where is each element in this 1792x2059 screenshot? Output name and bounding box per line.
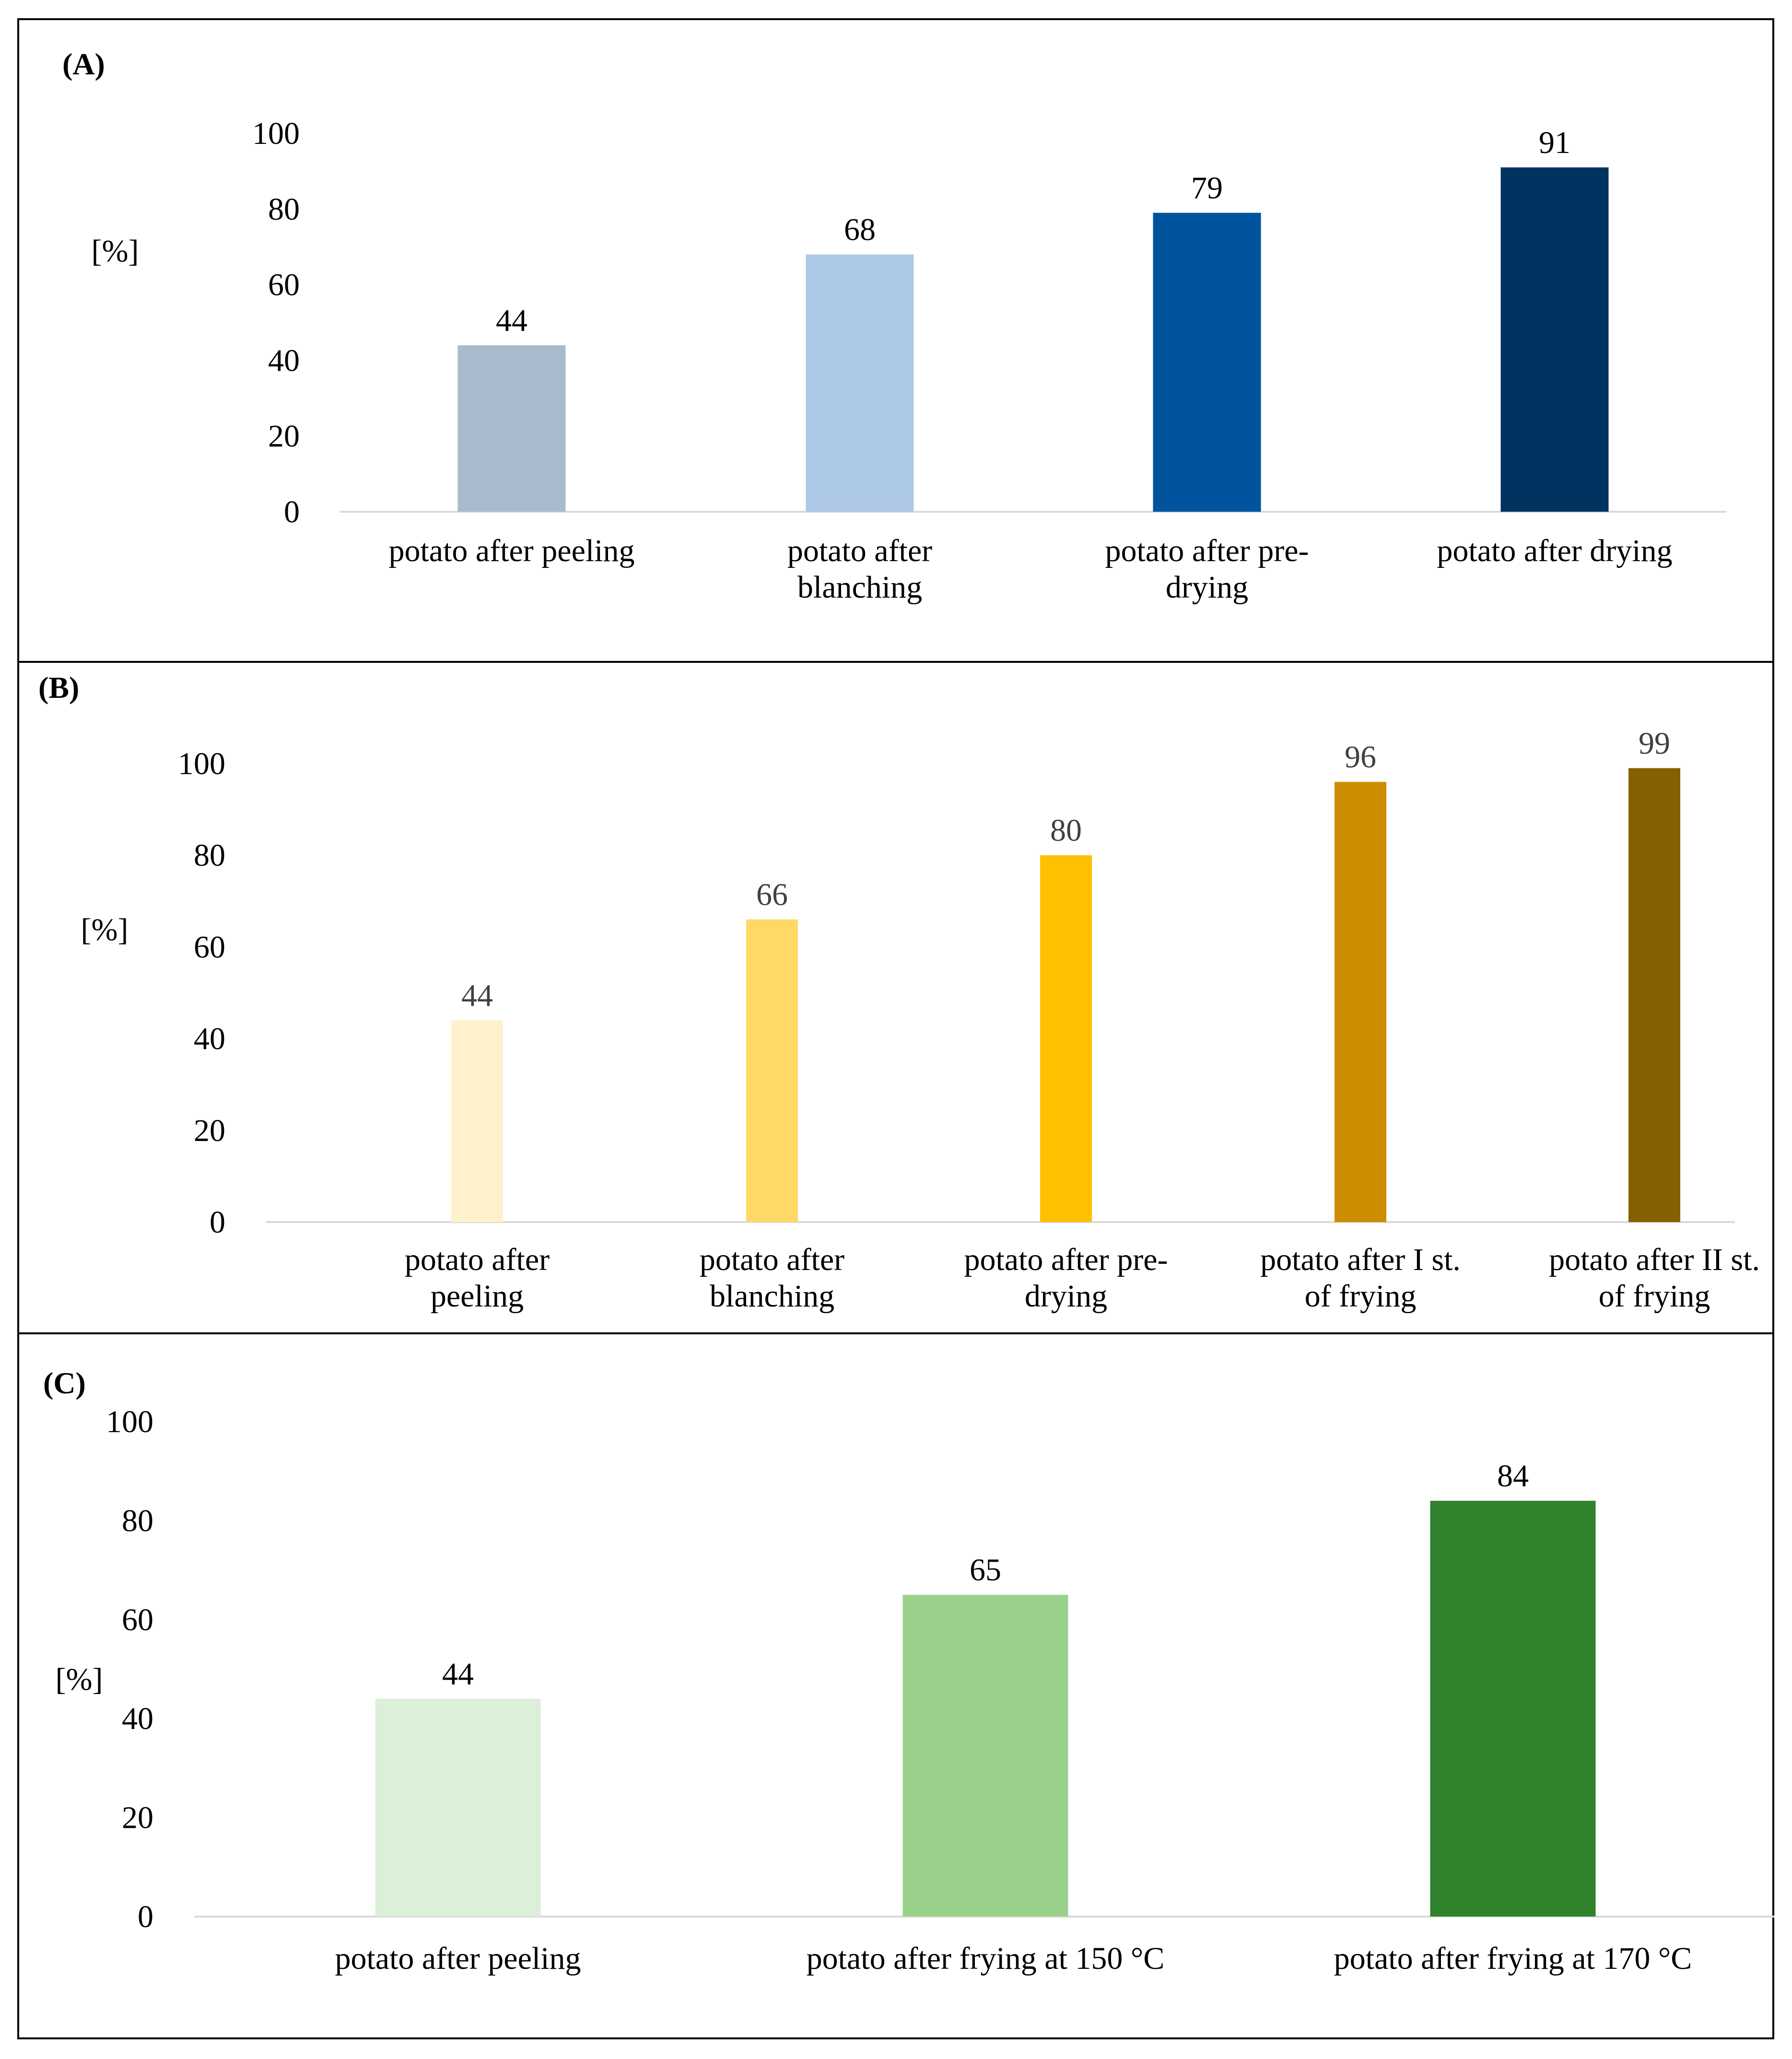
category-label-c: potato after frying at 150 °C [807, 1941, 1165, 1976]
y-tick-label-c: 60 [122, 1602, 153, 1637]
bar-a [806, 254, 914, 512]
y-tick-label-c: 40 [122, 1701, 153, 1736]
y-tick-label-a: 60 [268, 268, 300, 303]
bar-b [746, 919, 798, 1222]
panel-a: (A) [%] 0 20 40 60 80 100 44 potato after peeling… [62, 47, 1726, 605]
panel-label-c: (C) [43, 1366, 86, 1400]
data-label-c: 84 [1497, 1459, 1529, 1494]
category-label-a: potato after pre- [1105, 533, 1309, 568]
category-label-a: potato after drying [1437, 533, 1672, 568]
bar-b [1628, 768, 1680, 1222]
category-label-a: potato after [787, 533, 932, 568]
bar-c [902, 1595, 1068, 1917]
y-tick-label-c: 80 [122, 1503, 153, 1538]
data-label-b: 44 [461, 978, 493, 1013]
data-label-b: 96 [1345, 740, 1376, 775]
data-label-c: 65 [970, 1553, 1001, 1588]
y-tick-label-a: 100 [252, 116, 300, 151]
category-label-b: of frying [1305, 1279, 1417, 1314]
panel-label-a: (A) [62, 47, 105, 81]
data-label-b: 66 [756, 877, 788, 912]
y-tick-label-b: 20 [194, 1113, 225, 1148]
category-label-b: potato after I st. [1260, 1242, 1461, 1277]
category-label-b: drying [1025, 1279, 1107, 1314]
y-axis-label-c: [%] [56, 1662, 103, 1697]
category-label-b: peeling [431, 1279, 524, 1314]
bar-b [1335, 782, 1386, 1222]
category-label-b: potato after [700, 1242, 844, 1277]
y-tick-label-c: 0 [138, 1899, 153, 1934]
y-tick-label-b: 0 [210, 1205, 225, 1240]
y-tick-label-c: 100 [106, 1404, 153, 1439]
bar-a [457, 345, 566, 512]
data-label-a: 68 [844, 212, 876, 247]
category-label-b: blanching [710, 1279, 834, 1314]
category-label-b: of frying [1599, 1279, 1710, 1314]
bar-c [1430, 1501, 1596, 1917]
data-label-a: 91 [1539, 125, 1570, 160]
y-tick-label-a: 80 [268, 192, 300, 227]
category-label-b: potato after II st. [1549, 1242, 1760, 1277]
category-label-b: potato after pre- [964, 1242, 1168, 1277]
data-label-c: 44 [442, 1657, 474, 1692]
bar-a [1153, 212, 1261, 512]
panel-b-frame [17, 661, 1774, 1334]
category-label-a: blanching [797, 570, 922, 605]
category-label-c: potato after peeling [335, 1941, 581, 1976]
category-label-b: potato after [405, 1242, 550, 1277]
bar-a [1500, 167, 1609, 512]
category-label-a: potato after peeling [388, 533, 634, 568]
data-label-a: 79 [1191, 171, 1223, 206]
data-label-a: 44 [496, 303, 527, 338]
bar-b [451, 1020, 503, 1222]
y-tick-label-b: 40 [194, 1022, 225, 1057]
panel-c: (C) [%] 0 20 40 60 80 100 44 potato after peeling… [43, 1366, 1774, 1976]
data-label-b: 80 [1050, 813, 1082, 848]
y-tick-label-a: 20 [268, 419, 300, 454]
y-tick-label-b: 100 [178, 746, 225, 781]
y-tick-label-b: 80 [194, 838, 225, 873]
category-label-c: potato after frying at 170 °C [1334, 1941, 1692, 1976]
y-tick-label-b: 60 [194, 929, 225, 965]
panel-label-b: (B) [38, 671, 79, 705]
y-tick-label-c: 20 [122, 1800, 153, 1835]
y-tick-label-a: 40 [268, 343, 300, 378]
panel-c-frame [17, 1332, 1774, 2039]
y-tick-label-a: 0 [284, 494, 300, 529]
category-label-a: drying [1166, 570, 1248, 605]
y-axis-label-a: [%] [92, 234, 139, 269]
bar-b [1040, 855, 1092, 1222]
bar-c [375, 1698, 541, 1917]
y-axis-label-b: [%] [81, 912, 129, 947]
data-label-b: 99 [1639, 726, 1670, 761]
